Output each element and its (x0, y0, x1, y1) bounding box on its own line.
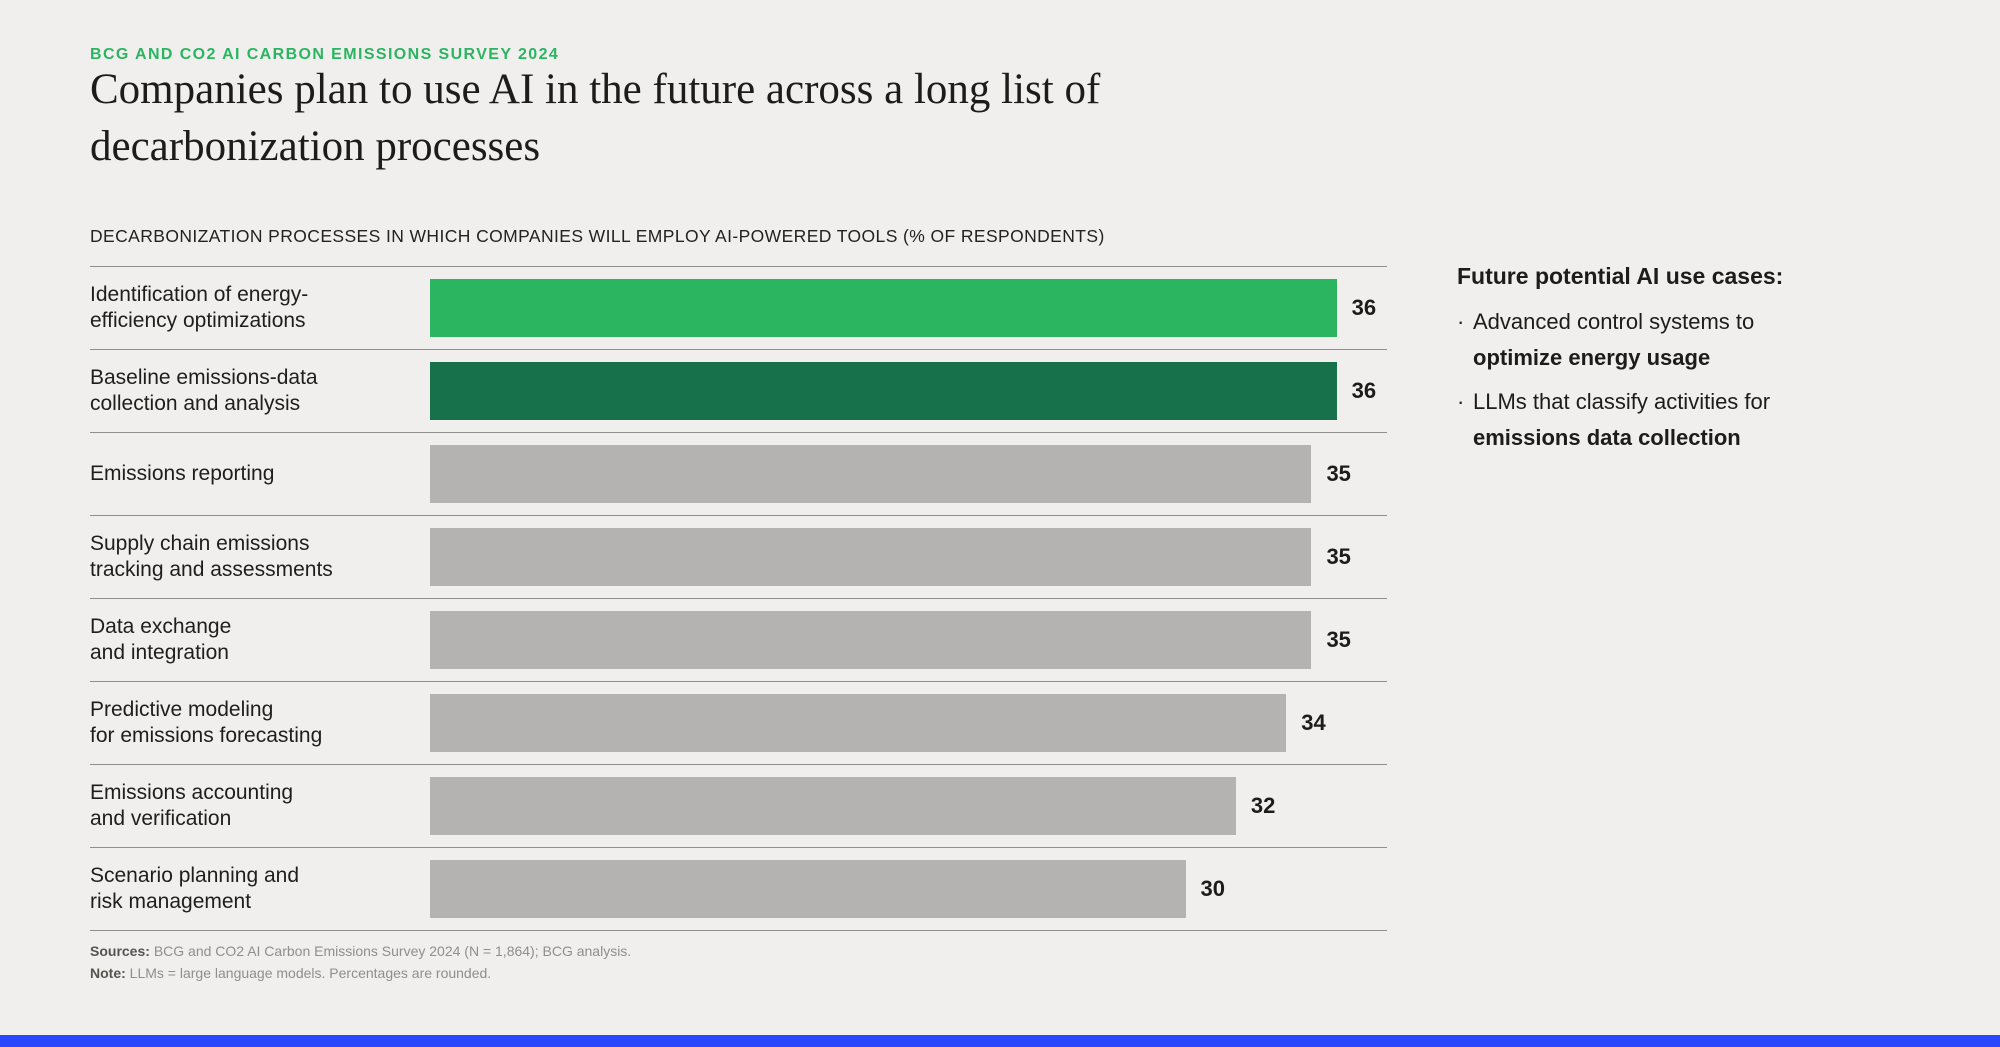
bar-value-label: 36 (1351, 378, 1377, 403)
bar-category-label: Emissions reporting (90, 461, 275, 485)
bar (430, 279, 1337, 337)
chart-row: Data exchange and integration 35 (90, 598, 1387, 681)
sources-text: BCG and CO2 AI Carbon Emissions Survey 2… (153, 943, 632, 959)
bar-track: 35 (430, 599, 1387, 681)
bar-value-label: 35 (1326, 627, 1351, 652)
bar-category-label: Identification of energy- efficiency opt… (90, 282, 309, 332)
page-title: Companies plan to use AI in the future a… (90, 66, 1101, 170)
callout-bullet-text: Advanced control systems to (1473, 309, 1755, 334)
bar-value-label: 32 (1250, 793, 1276, 818)
bar-track: 35 (430, 433, 1387, 515)
bar-category-label: Supply chain emissions tracking and asse… (90, 531, 333, 581)
bar-track: 34 (430, 682, 1387, 764)
bar-track: 30 (430, 848, 1387, 930)
callout-bullet: Advanced control systems to optimize ene… (1457, 304, 1957, 376)
chart-row: Baseline emissions-data collection and a… (90, 349, 1387, 432)
bar-track: 36 (430, 350, 1387, 432)
bar (430, 445, 1312, 503)
bar (430, 777, 1236, 835)
note-line: Note: LLMs = large language models. Perc… (90, 962, 631, 984)
bar-value-label: 36 (1351, 295, 1377, 320)
bottom-accent-strip (0, 1035, 2000, 1047)
bar-category-label: Baseline emissions-data collection and a… (90, 365, 318, 415)
bar-category-label: Scenario planning and risk management (90, 863, 299, 913)
chart-row: Emissions reporting 35 (90, 432, 1387, 515)
callout-bullet-bold: emissions data collection (1473, 425, 1741, 450)
bar-value-label: 35 (1326, 544, 1351, 569)
callout-panel: Future potential AI use cases: Advanced … (1457, 258, 1957, 456)
callout-bullet-text: LLMs that classify activities for (1473, 389, 1771, 414)
bar-value-label: 34 (1301, 710, 1326, 735)
chart-row: Emissions accounting and verification 32 (90, 764, 1387, 847)
sources-line: Sources: BCG and CO2 AI Carbon Emissions… (90, 940, 631, 962)
bar (430, 611, 1312, 669)
bar-track: 36 (430, 267, 1387, 349)
sources-label: Sources: (90, 943, 150, 959)
bar (430, 528, 1312, 586)
bar-value-label: 35 (1326, 461, 1351, 486)
chart-row: Predictive modeling for emissions foreca… (90, 681, 1387, 764)
bar (430, 362, 1337, 420)
bar-category-label: Emissions accounting and verification (90, 780, 294, 830)
bar-track: 35 (430, 516, 1387, 598)
eyebrow-label: BCG AND CO2 AI CARBON EMISSIONS SURVEY 2… (90, 46, 560, 63)
chart-rows: Identification of energy- efficiency opt… (90, 266, 1387, 930)
chart-row: Supply chain emissions tracking and asse… (90, 515, 1387, 598)
bar-category-label: Data exchange and integration (90, 614, 232, 664)
bar-chart: Identification of energy- efficiency opt… (90, 266, 1387, 931)
bar-value-label: 30 (1200, 876, 1225, 901)
bar (430, 860, 1186, 918)
note-label: Note: (90, 965, 126, 982)
chart-heading: DECARBONIZATION PROCESSES IN WHICH COMPA… (90, 226, 1105, 246)
chart-row: Scenario planning and risk management 30 (90, 847, 1387, 930)
footnotes: Sources: BCG and CO2 AI Carbon Emissions… (90, 940, 631, 985)
bar-category-label: Predictive modeling for emissions foreca… (90, 697, 323, 747)
bar (430, 694, 1287, 752)
callout-bullet: LLMs that classify activities for emissi… (1457, 384, 1957, 456)
note-text: LLMs = large language models. Percentage… (129, 965, 492, 982)
callout-heading: Future potential AI use cases: (1457, 263, 1784, 289)
bar-track: 32 (430, 765, 1387, 847)
chart-row: Identification of energy- efficiency opt… (90, 266, 1387, 349)
callout-bullet-bold: optimize energy usage (1473, 345, 1711, 370)
